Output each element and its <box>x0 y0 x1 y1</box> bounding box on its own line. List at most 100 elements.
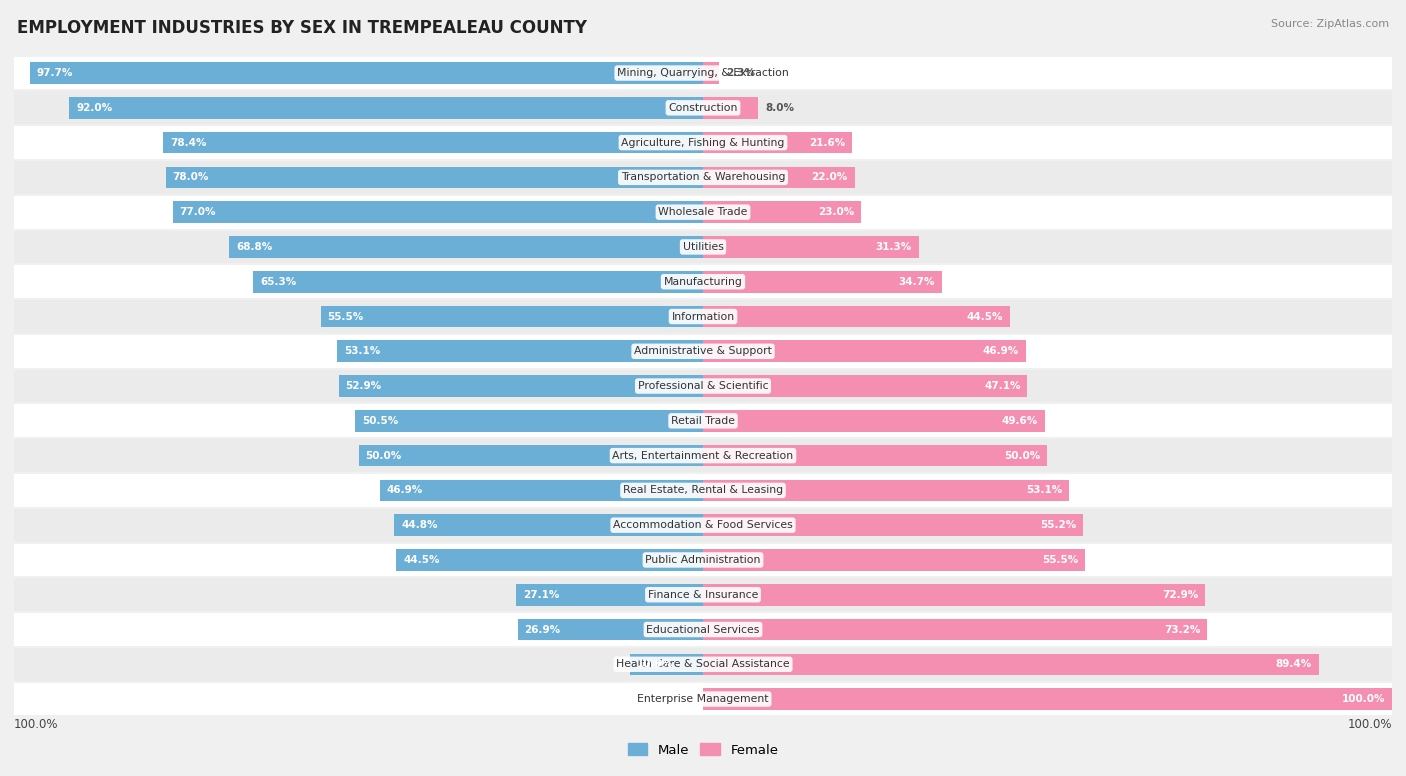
Text: 21.6%: 21.6% <box>808 137 845 147</box>
FancyBboxPatch shape <box>14 161 1392 194</box>
FancyBboxPatch shape <box>14 544 1392 577</box>
Text: 53.1%: 53.1% <box>344 346 380 356</box>
Text: 55.5%: 55.5% <box>328 311 364 321</box>
FancyBboxPatch shape <box>14 335 1392 368</box>
Text: 44.5%: 44.5% <box>966 311 1002 321</box>
Text: Mining, Quarrying, & Extraction: Mining, Quarrying, & Extraction <box>617 68 789 78</box>
Text: 27.1%: 27.1% <box>523 590 560 600</box>
FancyBboxPatch shape <box>14 369 1392 403</box>
Bar <box>703 341 1026 362</box>
Bar <box>516 584 703 605</box>
Bar <box>337 341 703 362</box>
Bar <box>703 236 918 258</box>
FancyBboxPatch shape <box>14 648 1392 681</box>
Text: 78.4%: 78.4% <box>170 137 207 147</box>
Bar <box>396 549 703 570</box>
Text: Source: ZipAtlas.com: Source: ZipAtlas.com <box>1271 19 1389 29</box>
Text: 50.5%: 50.5% <box>361 416 398 426</box>
Bar <box>703 271 942 293</box>
FancyBboxPatch shape <box>14 474 1392 507</box>
Text: 72.9%: 72.9% <box>1163 590 1198 600</box>
FancyBboxPatch shape <box>14 265 1392 298</box>
Text: Utilities: Utilities <box>682 242 724 252</box>
Bar <box>173 202 703 223</box>
Text: 8.0%: 8.0% <box>765 103 794 113</box>
Text: Manufacturing: Manufacturing <box>664 277 742 286</box>
FancyBboxPatch shape <box>14 196 1392 228</box>
Bar <box>703 618 1208 640</box>
Text: 44.8%: 44.8% <box>401 520 437 530</box>
Bar <box>703 480 1069 501</box>
Bar <box>703 62 718 84</box>
FancyBboxPatch shape <box>14 509 1392 542</box>
Text: 97.7%: 97.7% <box>37 68 73 78</box>
Text: 49.6%: 49.6% <box>1001 416 1038 426</box>
FancyBboxPatch shape <box>14 300 1392 333</box>
Text: Transportation & Warehousing: Transportation & Warehousing <box>621 172 785 182</box>
Text: Wholesale Trade: Wholesale Trade <box>658 207 748 217</box>
Bar <box>703 376 1028 397</box>
Text: Retail Trade: Retail Trade <box>671 416 735 426</box>
Text: 77.0%: 77.0% <box>180 207 217 217</box>
Text: Construction: Construction <box>668 103 738 113</box>
Text: 100.0%: 100.0% <box>1347 719 1392 731</box>
Bar <box>229 236 703 258</box>
FancyBboxPatch shape <box>14 439 1392 472</box>
FancyBboxPatch shape <box>14 404 1392 437</box>
Bar <box>703 514 1083 536</box>
Bar <box>703 132 852 154</box>
Bar <box>321 306 703 327</box>
Text: 53.1%: 53.1% <box>1026 486 1062 495</box>
Text: EMPLOYMENT INDUSTRIES BY SEX IN TREMPEALEAU COUNTY: EMPLOYMENT INDUSTRIES BY SEX IN TREMPEAL… <box>17 19 586 37</box>
Bar <box>356 410 703 431</box>
Text: Arts, Entertainment & Recreation: Arts, Entertainment & Recreation <box>613 451 793 461</box>
Text: 65.3%: 65.3% <box>260 277 297 286</box>
Bar <box>359 445 703 466</box>
Text: Public Administration: Public Administration <box>645 555 761 565</box>
Bar <box>703 97 758 119</box>
Text: Finance & Insurance: Finance & Insurance <box>648 590 758 600</box>
Text: 10.6%: 10.6% <box>637 660 673 669</box>
Bar <box>703 202 862 223</box>
FancyBboxPatch shape <box>14 613 1392 646</box>
Text: Enterprise Management: Enterprise Management <box>637 694 769 704</box>
FancyBboxPatch shape <box>14 230 1392 263</box>
Bar <box>339 376 703 397</box>
Bar <box>703 584 1205 605</box>
Bar <box>69 97 703 119</box>
Text: 34.7%: 34.7% <box>898 277 935 286</box>
Bar <box>253 271 703 293</box>
Text: 46.9%: 46.9% <box>983 346 1019 356</box>
Text: Accommodation & Food Services: Accommodation & Food Services <box>613 520 793 530</box>
Text: 26.9%: 26.9% <box>524 625 561 635</box>
Text: 78.0%: 78.0% <box>173 172 209 182</box>
Text: 31.3%: 31.3% <box>876 242 911 252</box>
Text: 46.9%: 46.9% <box>387 486 423 495</box>
Text: Agriculture, Fishing & Hunting: Agriculture, Fishing & Hunting <box>621 137 785 147</box>
Text: 50.0%: 50.0% <box>366 451 402 461</box>
Text: 55.2%: 55.2% <box>1040 520 1077 530</box>
Text: 55.5%: 55.5% <box>1042 555 1078 565</box>
Legend: Male, Female: Male, Female <box>623 738 783 762</box>
Text: Real Estate, Rental & Leasing: Real Estate, Rental & Leasing <box>623 486 783 495</box>
Text: Professional & Scientific: Professional & Scientific <box>638 381 768 391</box>
Text: 50.0%: 50.0% <box>1004 451 1040 461</box>
Bar <box>394 514 703 536</box>
Bar <box>703 306 1010 327</box>
Text: 52.9%: 52.9% <box>346 381 381 391</box>
FancyBboxPatch shape <box>14 578 1392 611</box>
Bar <box>517 618 703 640</box>
Bar <box>703 653 1319 675</box>
Text: 92.0%: 92.0% <box>76 103 112 113</box>
FancyBboxPatch shape <box>14 57 1392 89</box>
Text: 22.0%: 22.0% <box>811 172 848 182</box>
Text: 100.0%: 100.0% <box>1341 694 1385 704</box>
Text: Health Care & Social Assistance: Health Care & Social Assistance <box>616 660 790 669</box>
Text: 23.0%: 23.0% <box>818 207 855 217</box>
Text: 100.0%: 100.0% <box>14 719 59 731</box>
Bar <box>380 480 703 501</box>
Bar <box>703 688 1392 710</box>
Text: Educational Services: Educational Services <box>647 625 759 635</box>
Bar <box>703 167 855 188</box>
Text: 68.8%: 68.8% <box>236 242 273 252</box>
